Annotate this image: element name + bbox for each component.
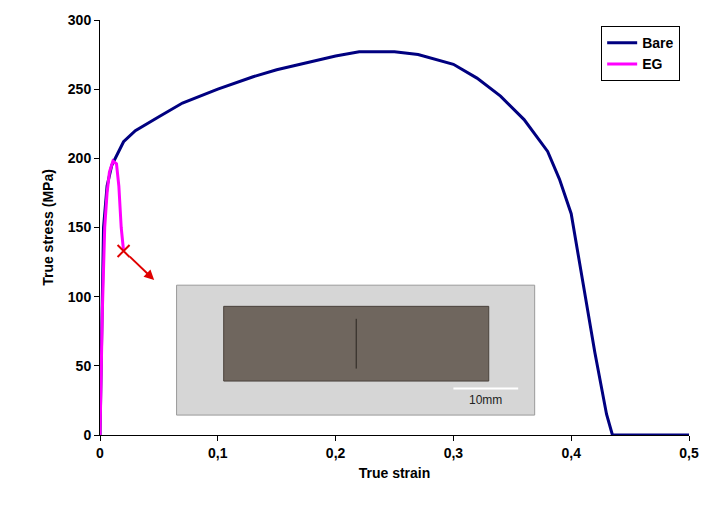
svg-text:100: 100 [68, 289, 92, 305]
svg-text:10mm: 10mm [469, 393, 502, 407]
svg-text:0,2: 0,2 [326, 445, 346, 461]
svg-text:0,4: 0,4 [561, 445, 581, 461]
svg-text:50: 50 [76, 358, 92, 374]
svg-text:200: 200 [68, 150, 92, 166]
svg-text:300: 300 [68, 12, 92, 28]
svg-text:0,5: 0,5 [679, 445, 699, 461]
svg-text:150: 150 [68, 219, 92, 235]
svg-text:0: 0 [83, 427, 91, 443]
svg-text:0,1: 0,1 [208, 445, 228, 461]
svg-text:Bare: Bare [642, 35, 673, 51]
svg-text:True strain: True strain [359, 465, 431, 481]
svg-text:EG: EG [642, 56, 662, 72]
svg-text:250: 250 [68, 81, 92, 97]
svg-text:True stress (MPa): True stress (MPa) [40, 169, 56, 286]
svg-text:0: 0 [96, 445, 104, 461]
svg-text:0,3: 0,3 [444, 445, 464, 461]
